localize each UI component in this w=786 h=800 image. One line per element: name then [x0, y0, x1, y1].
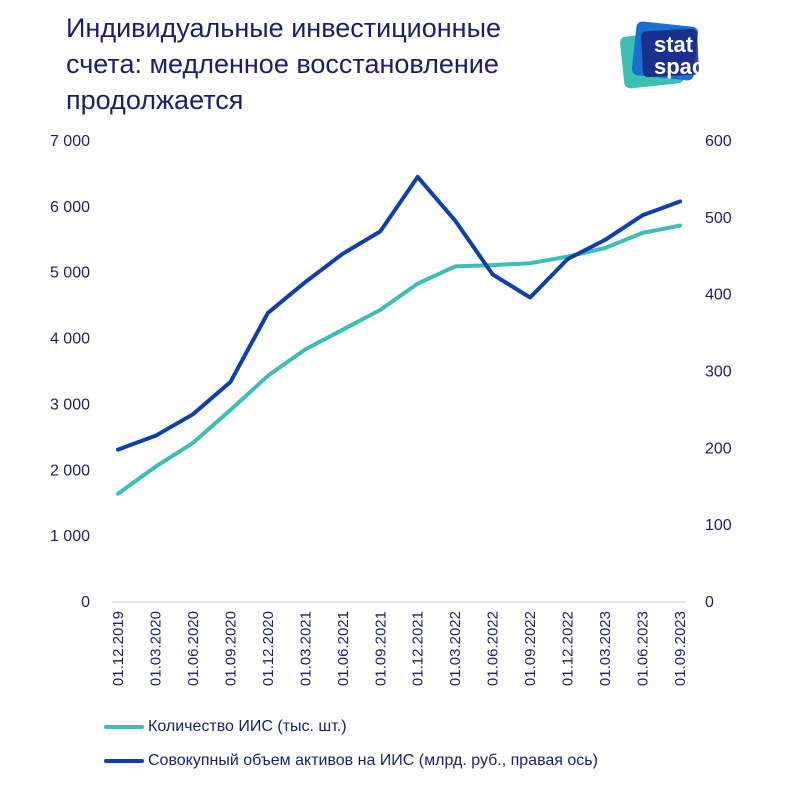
- x-tick-label: 01.12.2019: [110, 611, 127, 686]
- y-left-tick-label: 3 000: [50, 396, 90, 413]
- x-tick-label: 01.03.2023: [597, 611, 614, 686]
- x-tick-label: 01.03.2022: [447, 611, 464, 686]
- data-point-assets: [379, 230, 381, 232]
- data-point-assets: [679, 200, 681, 202]
- y-right-tick-label: 500: [705, 210, 732, 227]
- x-axis: 01.12.2019 01.03.2020 01.06.2020 01.09.2020…: [110, 611, 689, 686]
- y-left-tick-label: 2 000: [50, 462, 90, 479]
- data-point-assets: [267, 312, 269, 314]
- x-tick-label: 01.06.2020: [185, 611, 202, 686]
- data-point-count: [267, 375, 269, 377]
- legend-item-count: Количество ИИС (тыс. шт.): [104, 718, 347, 736]
- logo-text-stat: stat: [654, 32, 694, 57]
- data-point-assets: [417, 176, 419, 178]
- data-point-assets: [304, 281, 306, 283]
- data-point-count: [342, 329, 344, 331]
- dual-axis-line-chart: 0 1 000 2 000 3 000 4 000 5 000 6 000 7 000 0 10…: [50, 133, 732, 686]
- title-line-3: продолжается: [66, 85, 244, 115]
- y-axis-right: 0 100 200 300 400 500 600: [705, 133, 732, 611]
- legend-label-assets: Совокупный объем активов на ИИС (млрд. р…: [148, 752, 598, 769]
- y-left-tick-label: 4 000: [50, 331, 90, 348]
- data-point-count: [642, 232, 644, 234]
- data-point-assets: [604, 239, 606, 241]
- x-tick-label: 01.06.2023: [635, 611, 652, 686]
- series-lines: [116, 174, 682, 496]
- series-line-count: [116, 223, 682, 496]
- data-point-assets: [342, 253, 344, 255]
- legend-swatch-assets: [104, 758, 144, 763]
- y-right-tick-label: 200: [705, 440, 732, 457]
- y-axis-left: 0 1 000 2 000 3 000 4 000 5 000 6 000 7 000: [50, 133, 90, 611]
- logo-text-space: space: [654, 54, 716, 79]
- x-tick-label: 01.06.2021: [335, 611, 352, 686]
- data-point-count: [117, 493, 119, 495]
- data-point-assets: [192, 413, 194, 415]
- x-tick-label: 01.09.2021: [372, 611, 389, 686]
- title-line-1: Индивидуальные инвестиционные: [66, 13, 502, 43]
- x-tick-label: 01.03.2020: [147, 611, 164, 686]
- data-point-count: [304, 348, 306, 350]
- data-point-count: [192, 442, 194, 444]
- x-tick-label: 01.09.2020: [222, 611, 239, 686]
- y-left-tick-label: 5 000: [50, 265, 90, 282]
- y-left-tick-label: 0: [81, 594, 90, 611]
- legend-item-assets: Совокупный объем активов на ИИС (млрд. р…: [104, 752, 598, 770]
- y-right-tick-label: 0: [705, 594, 714, 611]
- y-right-tick-label: 400: [705, 287, 732, 304]
- y-left-tick-label: 6 000: [50, 199, 90, 216]
- y-left-tick-label: 7 000: [50, 133, 90, 150]
- legend-label-count: Количество ИИС (тыс. шт.): [148, 718, 347, 735]
- data-point-assets: [454, 220, 456, 222]
- data-point-assets: [529, 297, 531, 299]
- statspace-logo: stat space: [620, 21, 716, 89]
- data-point-count: [417, 283, 419, 285]
- data-point-assets: [229, 381, 231, 383]
- data-point-count: [529, 262, 531, 264]
- data-point-count: [492, 264, 494, 266]
- title-line-2: счета: медленное восстановление: [66, 49, 499, 79]
- series-line-assets: [116, 174, 682, 452]
- y-left-tick-label: 1 000: [50, 528, 90, 545]
- data-point-assets: [492, 273, 494, 275]
- x-tick-label: 01.09.2022: [522, 611, 539, 686]
- y-right-tick-label: 300: [705, 364, 732, 381]
- logo-navy-shape: [641, 28, 699, 78]
- data-point-assets: [642, 214, 644, 216]
- data-point-assets: [154, 435, 156, 437]
- y-right-tick-label: 100: [705, 517, 732, 534]
- x-tick-label: 01.12.2022: [560, 611, 577, 686]
- x-tick-label: 01.06.2022: [485, 611, 502, 686]
- data-point-count: [454, 265, 456, 267]
- chart-title: Индивидуальные инвестиционные счета: мед…: [66, 10, 606, 118]
- data-point-count: [229, 409, 231, 411]
- legend-swatch-count: [104, 724, 144, 729]
- data-point-assets: [117, 449, 119, 451]
- x-tick-label: 01.12.2021: [410, 611, 427, 686]
- data-point-count: [679, 225, 681, 227]
- x-tick-label: 01.12.2020: [260, 611, 277, 686]
- data-point-assets: [567, 258, 569, 260]
- x-tick-label: 01.09.2023: [672, 611, 689, 686]
- y-right-tick-label: 600: [705, 133, 732, 150]
- data-point-count: [604, 247, 606, 249]
- x-tick-label: 01.03.2021: [297, 611, 314, 686]
- data-point-count: [379, 309, 381, 311]
- data-point-count: [154, 466, 156, 468]
